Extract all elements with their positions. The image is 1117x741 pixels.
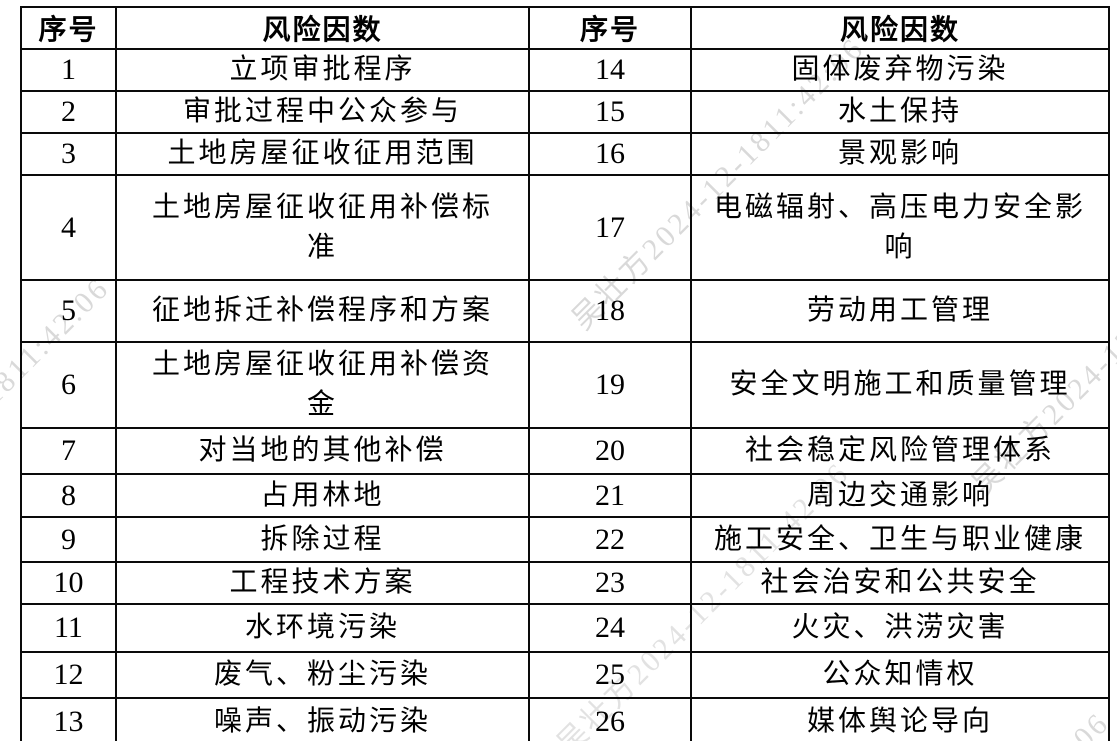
index-cell: 17	[528, 174, 692, 281]
index-cell: 4	[20, 174, 117, 281]
index-cell: 6	[20, 341, 117, 429]
index-cell: 25	[528, 651, 692, 699]
index-cell: 10	[20, 561, 117, 605]
index-cell: 21	[528, 473, 692, 518]
factor-cell: 土地房屋征收征用补偿资金	[115, 341, 530, 429]
factor-cell: 周边交通影响	[690, 473, 1110, 518]
table-row: 3 土地房屋征收征用范围 16 景观影响	[20, 132, 1110, 176]
factor-cell: 固体废弃物污染	[690, 48, 1110, 92]
factor-cell: 劳动用工管理	[690, 279, 1110, 343]
index-cell: 9	[20, 516, 117, 563]
index-cell: 14	[528, 48, 692, 92]
index-cell: 15	[528, 90, 692, 134]
table-row: 9 拆除过程 22 施工安全、卫生与职业健康	[20, 516, 1110, 563]
table-row: 5 征地拆迁补偿程序和方案 18 劳动用工管理	[20, 279, 1110, 343]
factor-cell: 审批过程中公众参与	[115, 90, 530, 134]
header-factor-right: 风险因数	[690, 6, 1110, 50]
table-row: 4 土地房屋征收征用补偿标准 17 电磁辐射、高压电力安全影响	[20, 174, 1110, 281]
index-cell: 8	[20, 473, 117, 518]
index-cell: 7	[20, 427, 117, 475]
index-cell: 19	[528, 341, 692, 429]
index-cell: 23	[528, 561, 692, 605]
table-row: 8 占用林地 21 周边交通影响	[20, 473, 1110, 518]
factor-cell: 土地房屋征收征用补偿标准	[115, 174, 530, 281]
factor-cell: 安全文明施工和质量管理	[690, 341, 1110, 429]
index-cell: 1	[20, 48, 117, 92]
index-cell: 18	[528, 279, 692, 343]
factor-cell: 水土保持	[690, 90, 1110, 134]
header-factor-left: 风险因数	[115, 6, 530, 50]
factor-cell: 对当地的其他补偿	[115, 427, 530, 475]
risk-table-body: 1 立项审批程序 14 固体废弃物污染 2 审批过程中公众参与 15 水土保持 3 土地房屋征收征…	[20, 48, 1110, 741]
index-cell: 26	[528, 697, 692, 741]
table-header-row: 序号 风险因数 序号 风险因数	[20, 6, 1110, 50]
factor-cell: 社会稳定风险管理体系	[690, 427, 1110, 475]
factor-cell: 社会治安和公共安全	[690, 561, 1110, 605]
index-cell: 12	[20, 651, 117, 699]
factor-cell: 工程技术方案	[115, 561, 530, 605]
factor-cell: 电磁辐射、高压电力安全影响	[690, 174, 1110, 281]
factor-cell: 土地房屋征收征用范围	[115, 132, 530, 176]
header-index-left: 序号	[20, 6, 117, 50]
index-cell: 24	[528, 603, 692, 653]
table-row: 7 对当地的其他补偿 20 社会稳定风险管理体系	[20, 427, 1110, 475]
table-row: 10 工程技术方案 23 社会治安和公共安全	[20, 561, 1110, 605]
index-cell: 13	[20, 697, 117, 741]
table-row: 12 废气、粉尘污染 25 公众知情权	[20, 651, 1110, 699]
table-row: 1 立项审批程序 14 固体废弃物污染	[20, 48, 1110, 92]
factor-cell: 施工安全、卫生与职业健康	[690, 516, 1110, 563]
factor-cell: 拆除过程	[115, 516, 530, 563]
factor-cell: 公众知情权	[690, 651, 1110, 699]
index-cell: 22	[528, 516, 692, 563]
factor-cell: 媒体舆论导向	[690, 697, 1110, 741]
header-index-right: 序号	[528, 6, 692, 50]
index-cell: 20	[528, 427, 692, 475]
table-row: 13 噪声、振动污染 26 媒体舆论导向	[20, 697, 1110, 741]
table-row: 11 水环境污染 24 火灾、洪涝灾害	[20, 603, 1110, 653]
factor-cell: 废气、粉尘污染	[115, 651, 530, 699]
factor-cell: 立项审批程序	[115, 48, 530, 92]
factor-cell: 噪声、振动污染	[115, 697, 530, 741]
factor-cell: 火灾、洪涝灾害	[690, 603, 1110, 653]
index-cell: 3	[20, 132, 117, 176]
risk-factor-table: 序号 风险因数 序号 风险因数 1 立项审批程序 14 固体废弃物污染 2 审批过程中公众…	[20, 6, 1110, 741]
index-cell: 2	[20, 90, 117, 134]
table-row: 6 土地房屋征收征用补偿资金 19 安全文明施工和质量管理	[20, 341, 1110, 429]
index-cell: 5	[20, 279, 117, 343]
factor-cell: 征地拆迁补偿程序和方案	[115, 279, 530, 343]
index-cell: 11	[20, 603, 117, 653]
factor-cell: 占用林地	[115, 473, 530, 518]
table-row: 2 审批过程中公众参与 15 水土保持	[20, 90, 1110, 134]
factor-cell: 水环境污染	[115, 603, 530, 653]
index-cell: 16	[528, 132, 692, 176]
factor-cell: 景观影响	[690, 132, 1110, 176]
